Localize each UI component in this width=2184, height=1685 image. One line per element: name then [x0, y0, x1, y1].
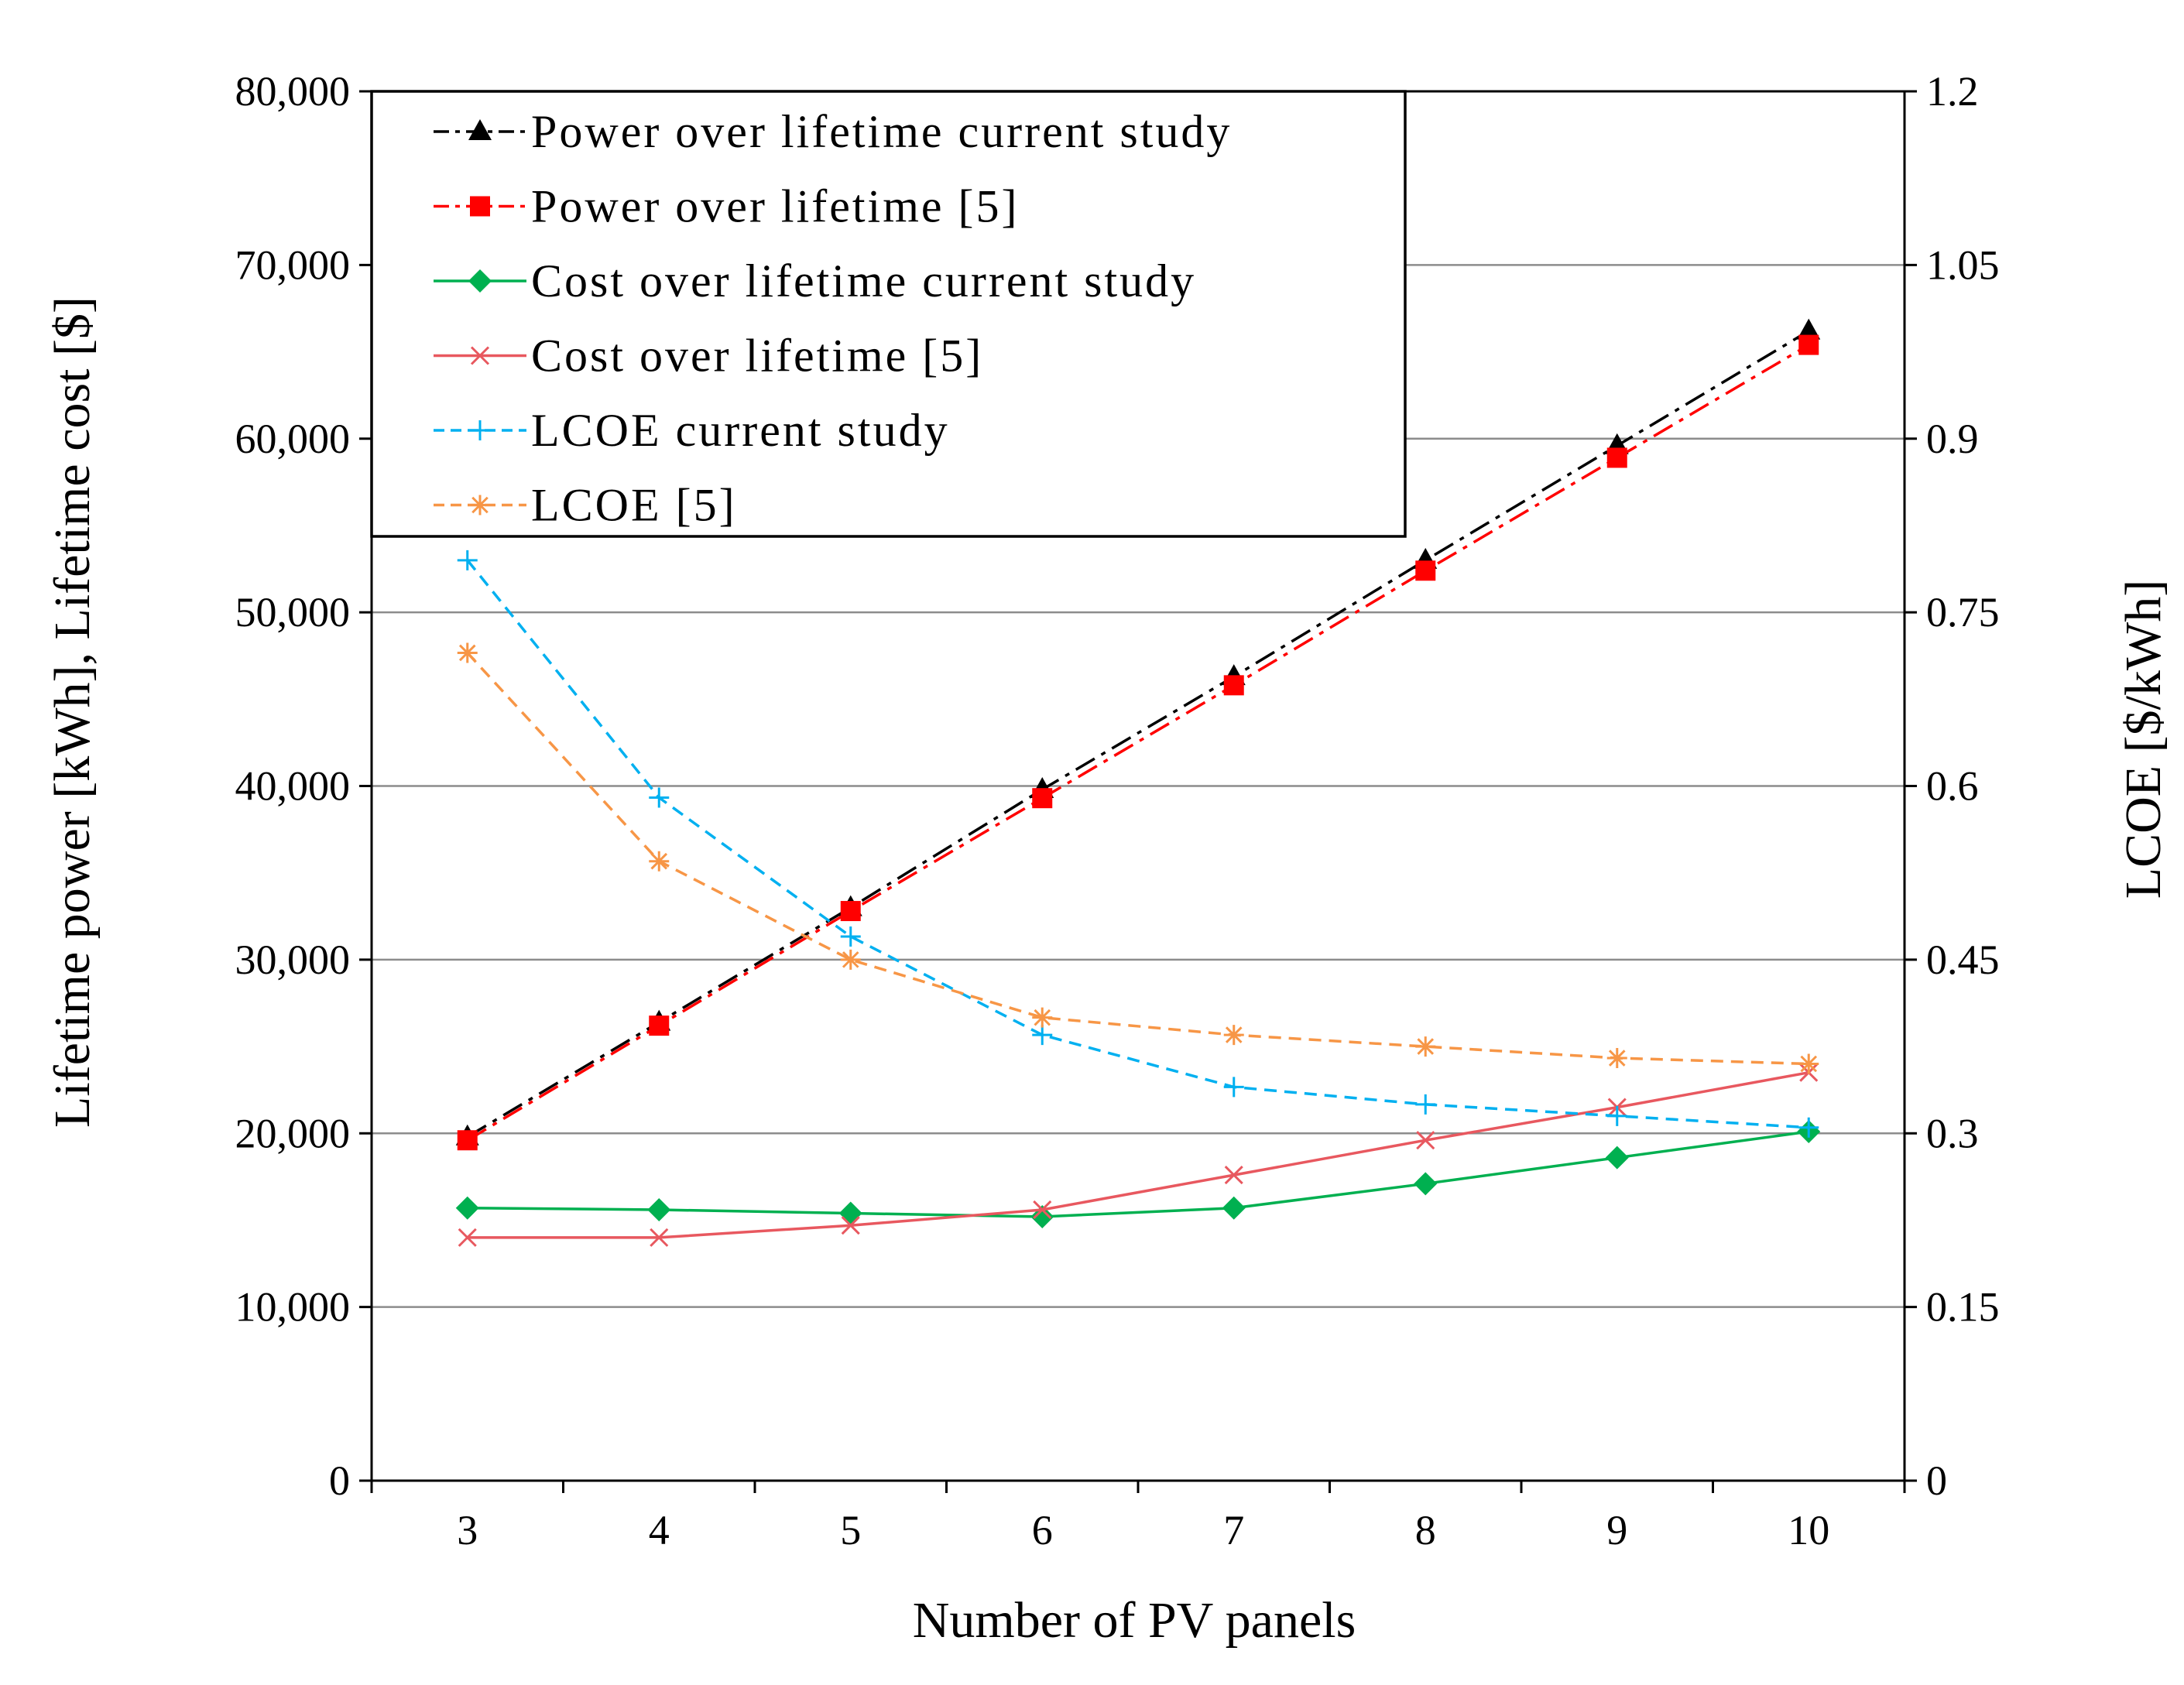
- data-point: [457, 642, 478, 663]
- data-point: [1415, 560, 1436, 581]
- data-point: [1414, 1172, 1438, 1196]
- y2-tick-label: 0.75: [1926, 589, 2000, 635]
- legend-label: Power over lifetime [5]: [531, 181, 1019, 232]
- data-point: [457, 550, 478, 570]
- legend-label: Cost over lifetime current study: [531, 255, 1196, 307]
- y2-tick-label: 0.45: [1926, 937, 2000, 983]
- y-tick-label: 80,000: [235, 68, 351, 115]
- y-tick-label: 60,000: [235, 416, 351, 462]
- data-point: [468, 119, 492, 140]
- data-point: [1223, 675, 1244, 696]
- data-point: [1415, 1036, 1436, 1057]
- data-point: [840, 926, 861, 947]
- y2-tick-label: 0.9: [1926, 416, 1979, 462]
- data-point: [1798, 1053, 1819, 1074]
- data-point: [1798, 334, 1819, 355]
- data-point: [647, 1197, 671, 1221]
- data-point: [649, 851, 670, 872]
- data-point: [455, 1196, 479, 1220]
- tick-labels: 0 0 10,000 0.15 20,000 0.3 30,000 0.45 40,000 0.6…: [235, 68, 2000, 1553]
- data-point: [1223, 1025, 1244, 1046]
- y2-tick-label: 0: [1926, 1457, 1947, 1504]
- y-tick-label: 70,000: [235, 241, 351, 288]
- y-tick-label: 30,000: [235, 937, 351, 983]
- data-point: [1606, 1105, 1627, 1126]
- x-tick-label: 5: [840, 1507, 861, 1553]
- legend-label: LCOE [5]: [531, 480, 737, 531]
- series-layer: [455, 318, 1821, 1247]
- data-point: [649, 1015, 670, 1036]
- y-tick-label: 50,000: [235, 589, 351, 635]
- x-axis-title: Number of PV panels: [913, 1592, 1356, 1649]
- data-point: [649, 787, 670, 808]
- data-point: [1415, 1094, 1436, 1115]
- data-point: [1033, 1200, 1052, 1220]
- data-point: [470, 495, 490, 515]
- x-tick-label: 10: [1788, 1507, 1829, 1553]
- x-tick-label: 6: [1032, 1507, 1053, 1553]
- y2-tick-label: 0.6: [1926, 763, 1979, 810]
- legend: Power over lifetime current study Power o…: [370, 90, 1407, 538]
- x-tick-label: 9: [1606, 1507, 1627, 1553]
- x-tick-label: 4: [649, 1507, 670, 1553]
- legend-box: [370, 90, 1407, 538]
- data-point: [1222, 1196, 1246, 1220]
- data-point: [1416, 1131, 1435, 1150]
- data-point: [1606, 447, 1627, 468]
- series-line: [466, 344, 1810, 1142]
- data-point: [470, 346, 490, 365]
- data-point: [470, 196, 490, 217]
- x-tick-label: 8: [1415, 1507, 1436, 1553]
- data-point: [1606, 1048, 1627, 1069]
- y2-tick-label: 1.05: [1926, 241, 2000, 288]
- data-point: [1032, 1025, 1053, 1046]
- data-point: [1798, 1117, 1819, 1138]
- data-point: [840, 949, 861, 970]
- data-point: [1224, 1166, 1243, 1185]
- data-point: [470, 420, 490, 440]
- data-point: [838, 1201, 862, 1225]
- y-tick-label: 20,000: [235, 1110, 351, 1156]
- y-axis-title: Lifetime power [kWh], Lifetime cost [$]: [44, 296, 101, 1128]
- y2-tick-label: 1.2: [1926, 68, 1979, 115]
- series-line: [467, 1070, 1809, 1239]
- data-point: [1797, 318, 1821, 340]
- x-tick-label: 3: [457, 1507, 478, 1553]
- legend-label: Power over lifetime current study: [531, 106, 1232, 157]
- axis-ticks: [359, 90, 1917, 1493]
- y-tick-label: 10,000: [235, 1284, 351, 1331]
- data-point: [458, 1228, 477, 1247]
- data-point: [841, 1216, 860, 1235]
- y-tick-label: 40,000: [235, 763, 351, 810]
- series-line: [466, 559, 1809, 1129]
- y2-axis-title: LCOE [$/kWh]: [2115, 580, 2172, 899]
- y2-tick-label: 0.3: [1926, 1110, 1979, 1156]
- y-tick-label: 0: [329, 1457, 350, 1504]
- x-tick-label: 7: [1223, 1507, 1244, 1553]
- series-line: [466, 652, 1809, 1066]
- data-point: [457, 1130, 478, 1151]
- legend-label: LCOE current study: [531, 405, 950, 456]
- data-point: [1032, 788, 1053, 809]
- data-point: [1605, 1146, 1629, 1170]
- data-point: [840, 901, 861, 922]
- y2-tick-label: 0.15: [1926, 1284, 2000, 1331]
- data-point: [1223, 1077, 1244, 1098]
- data-point: [650, 1228, 669, 1247]
- legend-label: Cost over lifetime [5]: [531, 330, 983, 382]
- data-point: [1032, 1007, 1053, 1028]
- data-point: [468, 269, 492, 293]
- series-line: [467, 1130, 1809, 1218]
- series-line: [466, 330, 1810, 1139]
